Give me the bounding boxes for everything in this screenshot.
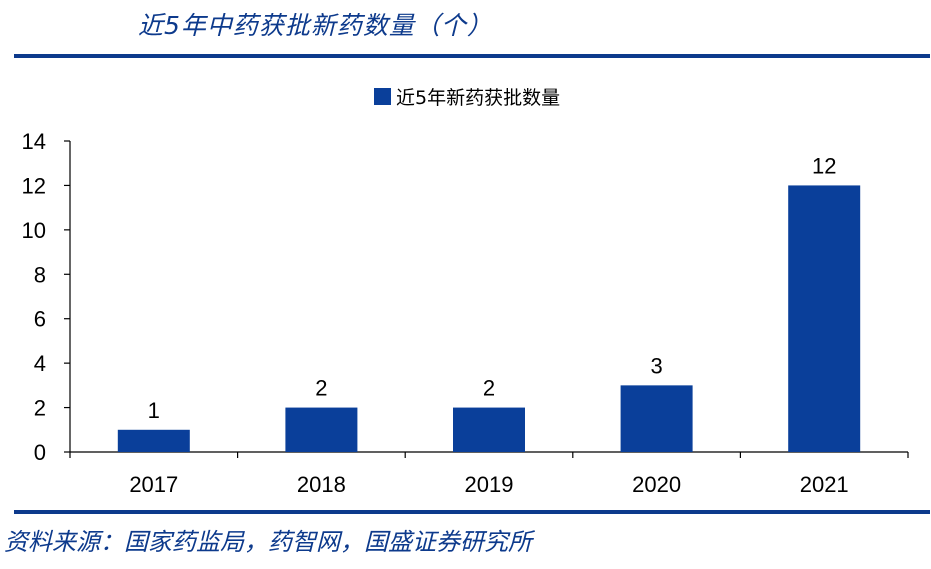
data-label-2021: 12 bbox=[812, 153, 836, 178]
header-divider bbox=[14, 54, 930, 58]
legend: 近5年新药获批数量 bbox=[374, 87, 560, 109]
y-tick-label: 12 bbox=[22, 173, 46, 198]
y-axis: 0 2 4 6 8 10 12 14 bbox=[22, 129, 71, 465]
footer-divider bbox=[14, 510, 930, 514]
y-tick-label: 14 bbox=[22, 129, 46, 154]
data-label-2019: 2 bbox=[483, 376, 495, 401]
y-tick-label: 6 bbox=[34, 307, 46, 332]
data-label-2020: 3 bbox=[650, 353, 662, 378]
x-tick-label-2017: 2017 bbox=[129, 472, 178, 497]
page-title: 近5年中药获批新药数量（个） bbox=[138, 11, 493, 40]
y-tick-label: 0 bbox=[34, 440, 46, 465]
x-tick-label-2018: 2018 bbox=[297, 472, 346, 497]
y-tick-label: 8 bbox=[34, 262, 46, 287]
bar-2020 bbox=[620, 385, 693, 452]
source-note: 资料来源：国家药监局，药智网，国盛证券研究所 bbox=[4, 528, 532, 556]
bars bbox=[117, 185, 861, 452]
x-tick-label-2019: 2019 bbox=[465, 472, 514, 497]
bar-2019 bbox=[453, 407, 525, 452]
data-label-2017: 1 bbox=[148, 398, 160, 423]
y-tick-label: 10 bbox=[22, 218, 46, 243]
x-tick-label-2021: 2021 bbox=[800, 472, 849, 497]
bar-2021 bbox=[788, 185, 861, 452]
data-label-2018: 2 bbox=[315, 376, 327, 401]
y-tick-label: 2 bbox=[34, 396, 46, 421]
bar-2018 bbox=[285, 407, 358, 452]
legend-label: 近5年新药获批数量 bbox=[396, 87, 560, 109]
x-tick-label-2020: 2020 bbox=[632, 472, 681, 497]
legend-swatch bbox=[374, 88, 391, 105]
y-tick-label: 4 bbox=[34, 351, 46, 376]
bar-2017 bbox=[117, 429, 190, 452]
x-axis: 2017 2018 2019 2020 2021 bbox=[69, 451, 909, 497]
